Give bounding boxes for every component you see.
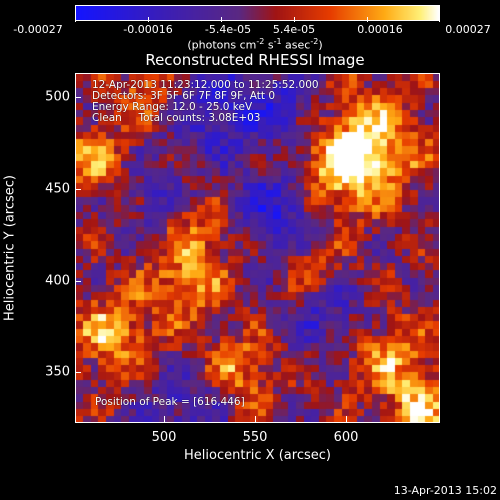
colorbar-tickmark: [439, 17, 440, 22]
x-tick-label: 550: [242, 430, 268, 445]
peak-position-annotation: Position of Peak = [616,446]: [95, 396, 245, 408]
colorbar-tick-label: 0.00016: [357, 23, 403, 36]
y-axis-tick: [75, 97, 81, 98]
y-tick-label: 400: [45, 273, 70, 289]
colorbar-tick-label: 0.00027: [445, 23, 491, 36]
colorbar-tick-label: 5.4e-05: [272, 23, 316, 36]
y-axis-tick: [75, 189, 81, 190]
colorbar-tickmark: [294, 17, 295, 22]
image-plot-area: [75, 73, 440, 423]
y-tick-label: 350: [45, 364, 70, 380]
colorbar-units: (photons cm-2 s-1 asec-2): [187, 37, 323, 52]
timestamp: 13-Apr-2013 15:02: [393, 484, 497, 497]
y-axis-title: Heliocentric Y (arcsec): [2, 175, 18, 321]
colorbar-tick-label: -5.4e-05: [204, 23, 252, 36]
x-axis-tick: [346, 416, 347, 422]
x-tick-label: 600: [333, 430, 359, 445]
energy-range-annotation: Energy Range: 12.0 - 25.0 keV: [92, 101, 253, 113]
x-axis-tick: [255, 416, 256, 422]
y-tick-label: 500: [45, 89, 70, 105]
x-axis-title: Heliocentric X (arcsec): [184, 448, 331, 463]
colorbar-tickmark: [367, 17, 368, 22]
y-tick-label: 450: [45, 181, 70, 197]
x-tick-label: 500: [151, 430, 177, 445]
colorbar-tick-label: -0.00016: [123, 23, 173, 36]
colorbar-tickmark: [75, 17, 76, 22]
y-axis-tick: [75, 372, 81, 373]
rhessi-image: [76, 74, 439, 422]
clean-counts-annotation: Clean Total counts: 3.08E+03: [92, 112, 261, 124]
x-axis-tick: [164, 416, 165, 422]
detectors-annotation: Detectors: 3F 5F 6F 7F 8F 9F, Att 0: [92, 90, 276, 102]
plot-title: Reconstructed RHESSI Image: [145, 51, 365, 69]
colorbar-tickmark: [221, 17, 222, 22]
colorbar-tick-label: -0.00027: [13, 23, 63, 36]
time-range-annotation: 12-Apr-2013 11:23:12.000 to 11:25:52.000: [92, 79, 319, 91]
y-axis-tick: [75, 281, 81, 282]
colorbar: [75, 5, 440, 21]
colorbar-tickmark: [148, 17, 149, 22]
